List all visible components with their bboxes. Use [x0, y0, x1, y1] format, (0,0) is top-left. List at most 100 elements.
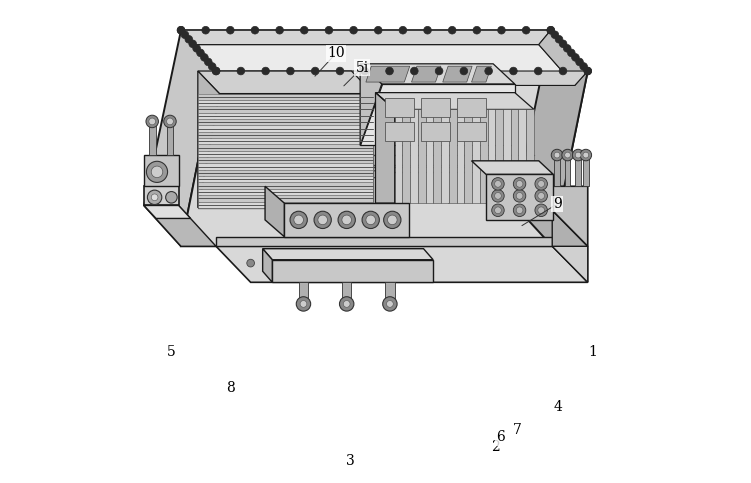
- Circle shape: [495, 181, 502, 187]
- Circle shape: [485, 67, 493, 75]
- Polygon shape: [263, 249, 433, 260]
- Polygon shape: [144, 205, 216, 246]
- Circle shape: [375, 27, 382, 34]
- Circle shape: [510, 67, 517, 75]
- Circle shape: [559, 40, 567, 48]
- Circle shape: [538, 181, 544, 187]
- Polygon shape: [360, 64, 514, 84]
- Circle shape: [563, 44, 571, 52]
- Circle shape: [193, 44, 201, 52]
- Polygon shape: [342, 282, 351, 304]
- Polygon shape: [181, 71, 588, 246]
- Polygon shape: [285, 203, 409, 237]
- Circle shape: [516, 207, 523, 213]
- Circle shape: [522, 27, 530, 34]
- Polygon shape: [385, 282, 395, 304]
- Polygon shape: [433, 110, 441, 203]
- Polygon shape: [457, 122, 486, 141]
- Circle shape: [237, 67, 245, 75]
- Polygon shape: [273, 260, 433, 282]
- Circle shape: [204, 58, 212, 66]
- Polygon shape: [565, 155, 571, 186]
- Circle shape: [388, 215, 397, 225]
- Polygon shape: [198, 176, 373, 183]
- Polygon shape: [216, 246, 588, 282]
- Circle shape: [575, 152, 581, 158]
- Circle shape: [583, 152, 589, 158]
- Text: 4: 4: [553, 400, 562, 414]
- Polygon shape: [538, 30, 588, 85]
- Polygon shape: [514, 30, 588, 246]
- Circle shape: [547, 27, 555, 34]
- Polygon shape: [395, 110, 403, 203]
- Polygon shape: [480, 110, 487, 203]
- Polygon shape: [464, 110, 472, 203]
- Polygon shape: [503, 110, 511, 203]
- Polygon shape: [552, 186, 588, 246]
- Polygon shape: [181, 30, 229, 85]
- Circle shape: [448, 27, 456, 34]
- Circle shape: [151, 166, 163, 178]
- Polygon shape: [198, 157, 373, 163]
- Polygon shape: [403, 110, 410, 203]
- Circle shape: [149, 118, 155, 125]
- Polygon shape: [167, 121, 173, 155]
- Circle shape: [576, 58, 584, 66]
- Polygon shape: [265, 186, 285, 237]
- Circle shape: [147, 190, 161, 204]
- Circle shape: [342, 215, 351, 225]
- Polygon shape: [198, 113, 373, 119]
- Circle shape: [495, 207, 502, 213]
- Polygon shape: [418, 110, 426, 203]
- Circle shape: [514, 178, 526, 190]
- Circle shape: [538, 207, 544, 213]
- Circle shape: [146, 115, 158, 128]
- Circle shape: [166, 192, 177, 203]
- Circle shape: [366, 215, 376, 225]
- Polygon shape: [575, 155, 581, 186]
- Text: 9: 9: [553, 197, 562, 211]
- Circle shape: [538, 193, 544, 199]
- Polygon shape: [144, 205, 191, 218]
- Polygon shape: [486, 174, 553, 220]
- Circle shape: [262, 67, 270, 75]
- Polygon shape: [511, 110, 518, 203]
- Circle shape: [514, 204, 526, 216]
- Circle shape: [294, 215, 303, 225]
- Circle shape: [535, 67, 542, 75]
- Polygon shape: [496, 110, 503, 203]
- Circle shape: [554, 152, 560, 158]
- Polygon shape: [441, 110, 449, 203]
- Polygon shape: [385, 122, 414, 141]
- Circle shape: [312, 67, 319, 75]
- Circle shape: [300, 27, 308, 34]
- Circle shape: [516, 193, 523, 199]
- Circle shape: [514, 190, 526, 202]
- Circle shape: [350, 27, 357, 34]
- Polygon shape: [193, 44, 575, 85]
- Circle shape: [167, 118, 173, 125]
- Circle shape: [287, 67, 294, 75]
- Circle shape: [580, 149, 592, 161]
- Circle shape: [213, 67, 220, 75]
- Circle shape: [181, 31, 189, 39]
- Text: 3: 3: [346, 455, 355, 469]
- Circle shape: [146, 161, 167, 183]
- Polygon shape: [426, 110, 433, 203]
- Circle shape: [584, 67, 592, 75]
- Circle shape: [495, 193, 502, 199]
- Polygon shape: [526, 110, 534, 203]
- Circle shape: [189, 40, 197, 48]
- Circle shape: [197, 49, 204, 57]
- Polygon shape: [198, 94, 373, 100]
- Circle shape: [177, 27, 185, 34]
- Polygon shape: [144, 155, 179, 186]
- Circle shape: [580, 63, 587, 71]
- Circle shape: [562, 149, 573, 161]
- Polygon shape: [410, 110, 418, 203]
- Polygon shape: [198, 100, 373, 106]
- Polygon shape: [554, 155, 560, 186]
- Text: 7: 7: [513, 423, 522, 437]
- Circle shape: [338, 211, 355, 228]
- Polygon shape: [552, 210, 588, 282]
